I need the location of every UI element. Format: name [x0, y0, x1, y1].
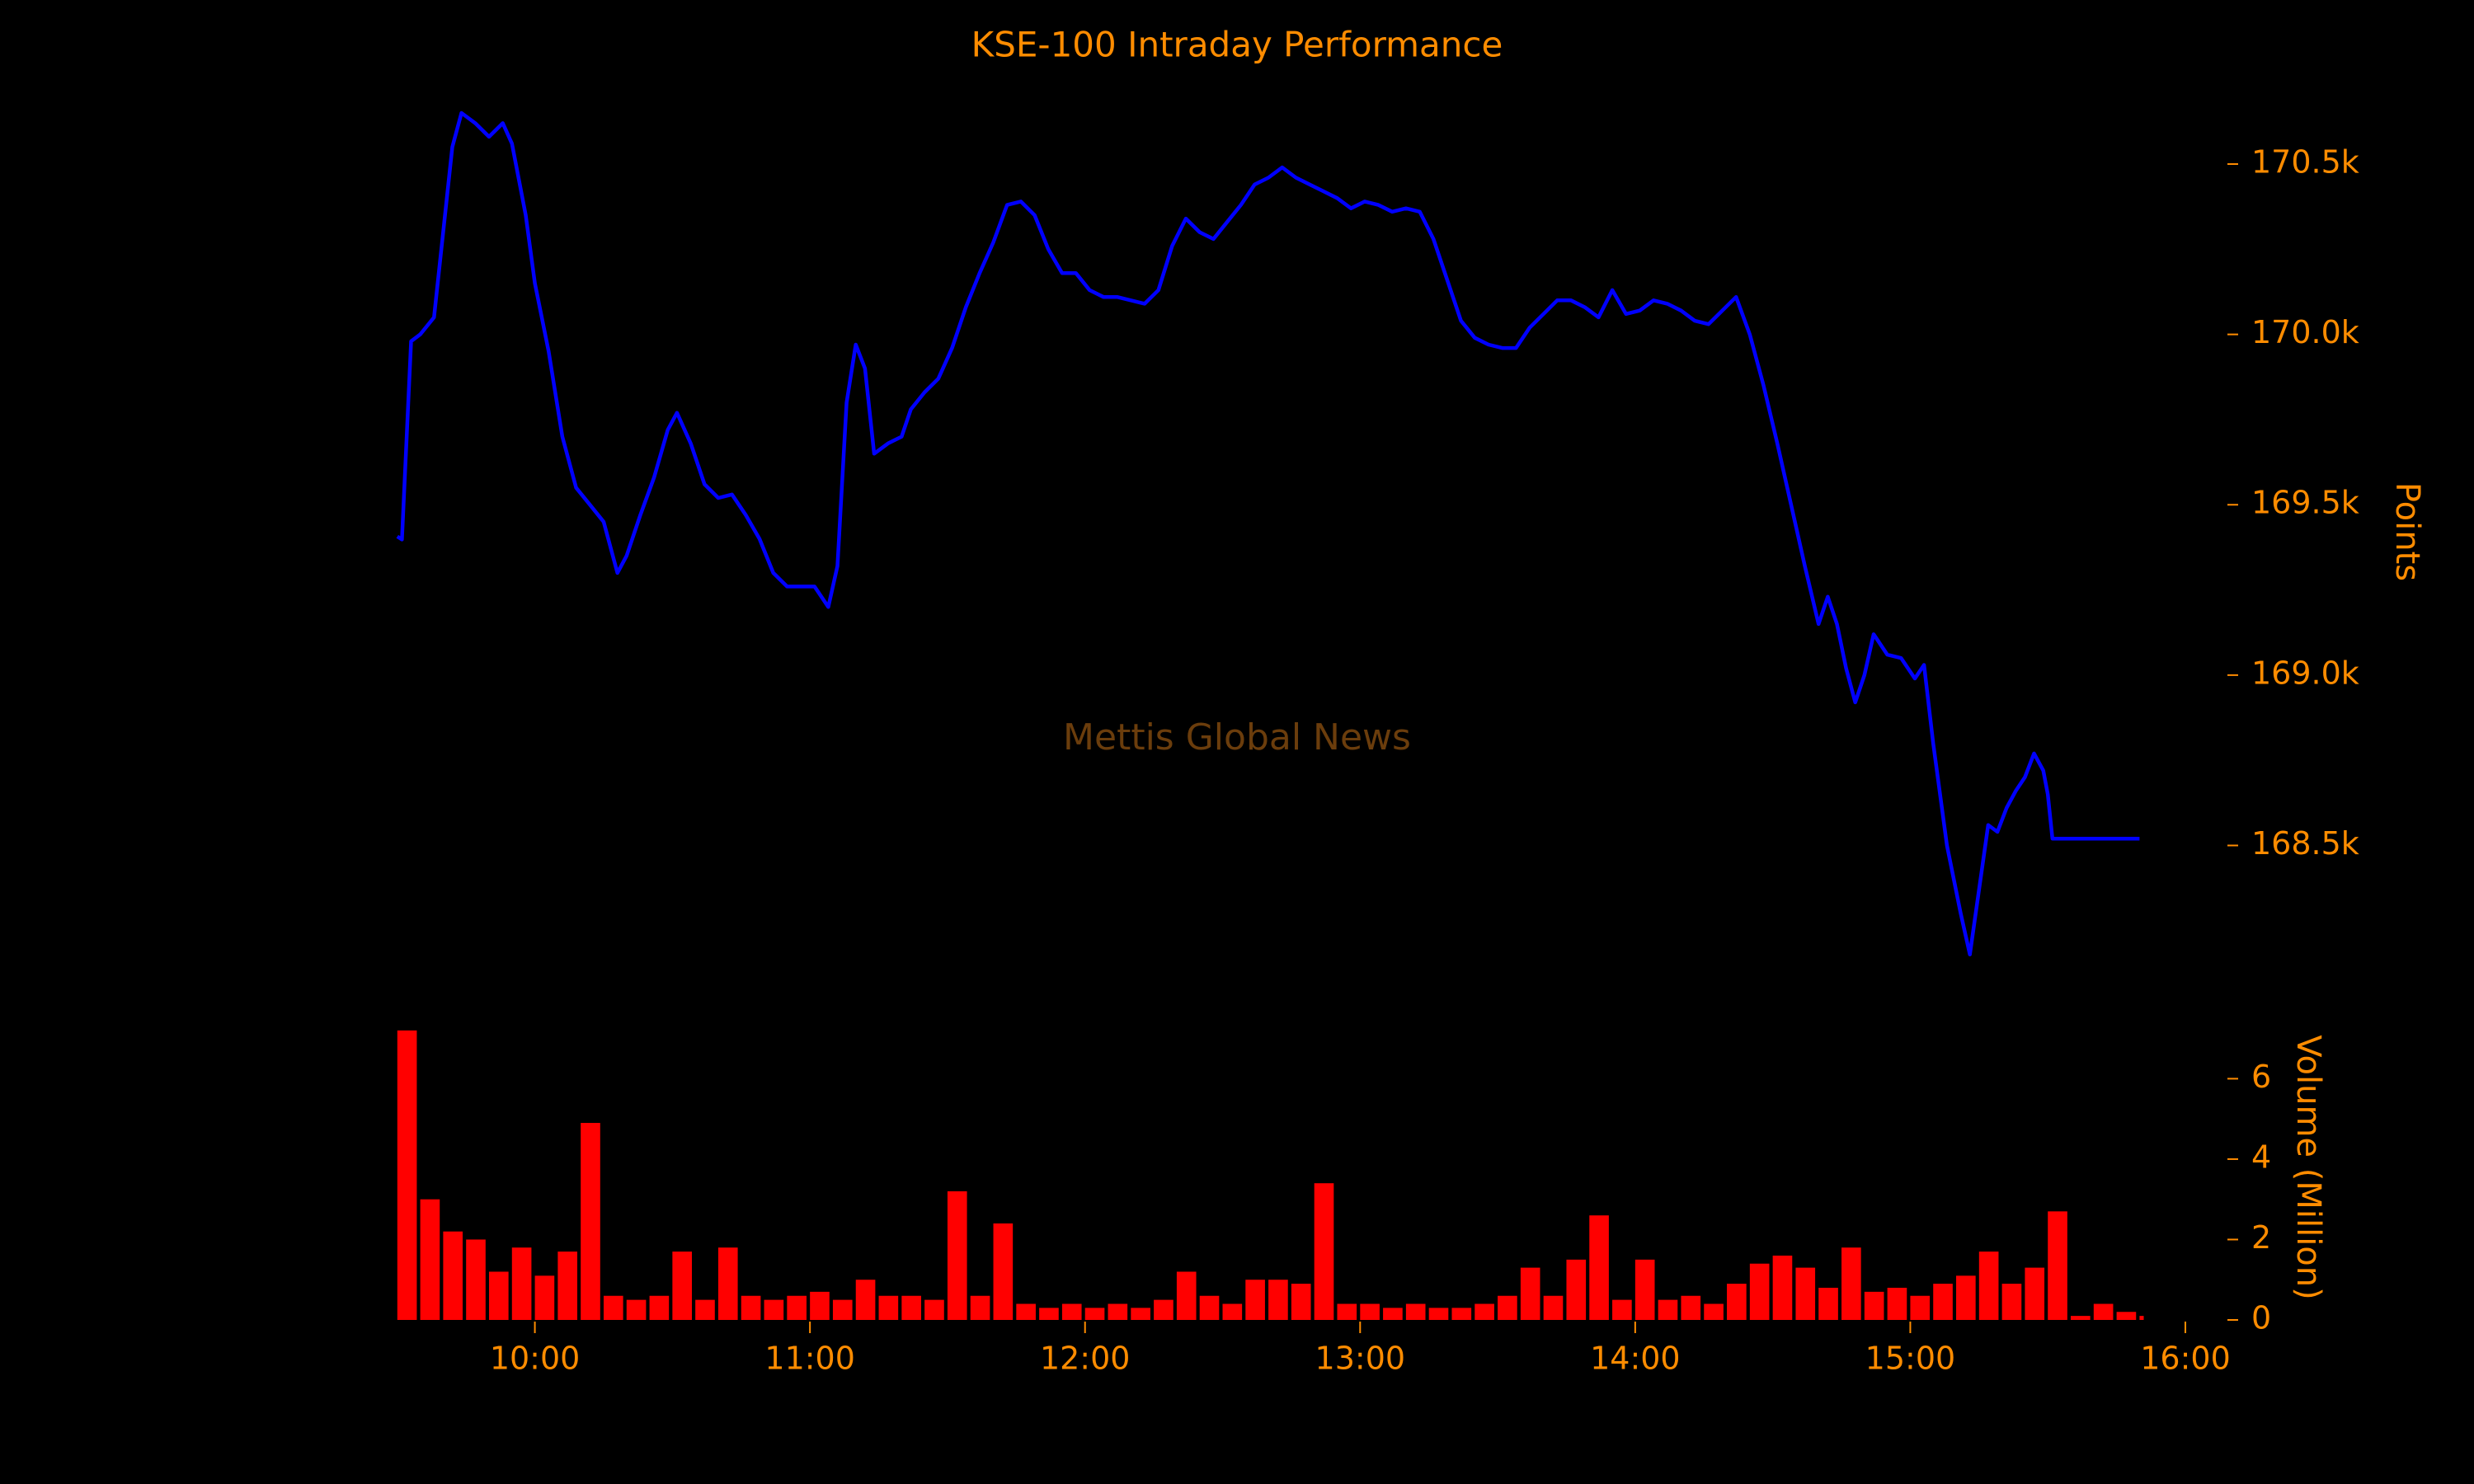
y-axis-label: Points [2388, 482, 2426, 581]
volume-bar [787, 1295, 807, 1320]
volume-bar [1337, 1303, 1357, 1320]
volume-bar [1245, 1280, 1265, 1320]
volume-bar [1543, 1295, 1564, 1320]
x-tick-label: 15:00 [1865, 1341, 1956, 1377]
volume-bar [1222, 1303, 1243, 1320]
volume-bar [2071, 1316, 2091, 1320]
volume-bar [717, 1247, 738, 1320]
volume-bar [1176, 1271, 1197, 1320]
volume-bar [1589, 1215, 1609, 1320]
volume-bar [1383, 1308, 1403, 1320]
volume-bar [1039, 1308, 1059, 1320]
volume-bar [2001, 1284, 2022, 1320]
volume-bar [581, 1123, 600, 1320]
volume-bar [1061, 1303, 1082, 1320]
y-axis-label: Volume (Million) [2289, 1035, 2327, 1299]
volume-bar [741, 1295, 761, 1320]
y-tick-label: 170.5k [2251, 143, 2359, 180]
x-tick-label: 13:00 [1315, 1341, 1406, 1377]
volume-bar [626, 1299, 647, 1320]
volume-bar [534, 1275, 555, 1320]
volume-bar [1818, 1287, 1838, 1320]
volume-bar [1612, 1299, 1632, 1320]
volume-bar [878, 1295, 899, 1320]
volume-bar [1108, 1303, 1128, 1320]
volume-bar [970, 1295, 990, 1320]
volume-bar [1360, 1303, 1380, 1320]
volume-bar [603, 1295, 623, 1320]
volume-bar [1658, 1299, 1678, 1320]
volume-bar [420, 1199, 440, 1320]
volume-bar [1199, 1295, 1220, 1320]
volume-bar [2025, 1267, 2045, 1320]
volume-bar [1887, 1287, 1907, 1320]
volume-bar [1475, 1303, 1494, 1320]
x-tick-label: 11:00 [764, 1341, 855, 1377]
volume-bar [1566, 1259, 1587, 1320]
volume-bar [1704, 1303, 1724, 1320]
volume-bar [1016, 1303, 1036, 1320]
x-tick-label: 14:00 [1590, 1341, 1681, 1377]
volume-bar [901, 1295, 921, 1320]
volume-bar [1841, 1247, 1861, 1320]
volume-bar [993, 1223, 1014, 1320]
volume-bar [1291, 1284, 1311, 1320]
y-tick-label: 169.5k [2251, 485, 2359, 521]
volume-bar [2116, 1312, 2137, 1320]
volume-bar [1520, 1267, 1540, 1320]
volume-bar [1864, 1291, 1884, 1320]
y-tick-label: 169.0k [2251, 655, 2359, 691]
volume-bar [1634, 1259, 1655, 1320]
volume-bar [1268, 1280, 1288, 1320]
volume-bar [695, 1299, 715, 1320]
volume-bar [832, 1299, 853, 1320]
y-tick-label: 6 [2251, 1059, 2271, 1095]
volume-bar [1131, 1308, 1150, 1320]
volume-bar [2093, 1303, 2114, 1320]
volume-bar [443, 1231, 463, 1320]
watermark: Mettis Global News [1063, 716, 1411, 758]
volume-bar [947, 1190, 967, 1320]
volume-bar [1956, 1275, 1976, 1320]
y-tick-label: 170.0k [2251, 314, 2359, 350]
volume-bar [1749, 1263, 1770, 1320]
volume-bar [2139, 1316, 2144, 1320]
volume-bar [1772, 1255, 1793, 1320]
volume-bar [1405, 1303, 1426, 1320]
y-tick-label: 0 [2251, 1300, 2271, 1336]
chart-title: KSE-100 Intraday Performance [971, 25, 1503, 65]
y-tick-label: 168.5k [2251, 825, 2359, 862]
volume-bar [924, 1299, 944, 1320]
volume-bar [764, 1299, 784, 1320]
volume-bar [1910, 1295, 1931, 1320]
x-tick-label: 10:00 [490, 1341, 581, 1377]
y-tick-label: 4 [2251, 1139, 2271, 1175]
volume-bar [1084, 1308, 1105, 1320]
price-line [396, 110, 2140, 956]
volume-bar [1795, 1267, 1816, 1320]
volume-bar [1498, 1295, 1517, 1320]
y-tick-label: 2 [2251, 1219, 2271, 1256]
x-tick-label: 12:00 [1040, 1341, 1131, 1377]
volume-bar [1727, 1284, 1747, 1320]
volume-bar [466, 1239, 486, 1320]
volume-bar [1154, 1299, 1174, 1320]
volume-bar [488, 1271, 509, 1320]
volume-bar [1933, 1284, 1953, 1320]
volume-bar [2048, 1211, 2067, 1320]
volume-bar [1978, 1252, 1999, 1320]
volume-bar [1681, 1295, 1701, 1320]
volume-bar [1314, 1183, 1334, 1320]
x-tick-label: 16:00 [2140, 1341, 2231, 1377]
volume-bar [1451, 1308, 1472, 1320]
volume-bar [397, 1030, 417, 1320]
volume-bar [511, 1247, 532, 1320]
volume-bar [810, 1291, 830, 1320]
volume-bar [557, 1252, 578, 1320]
volume-bar [649, 1295, 670, 1320]
volume-bar [1428, 1308, 1449, 1320]
volume-bar [672, 1252, 692, 1320]
volume-bar [855, 1280, 876, 1320]
